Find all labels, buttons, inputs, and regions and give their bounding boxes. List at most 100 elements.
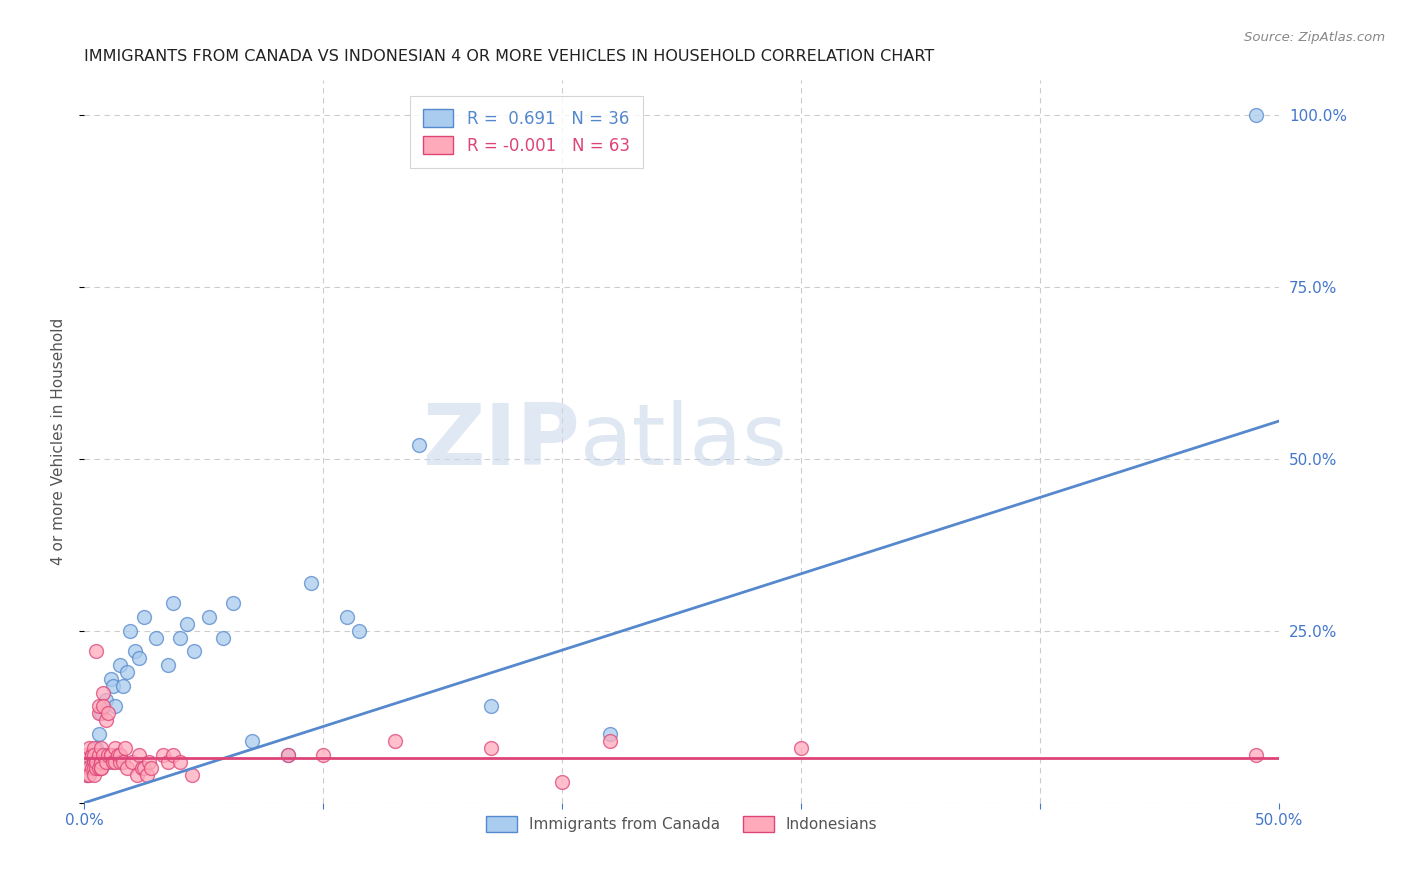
Point — [90, 706, 112, 721]
Point — [104, 740, 127, 755]
Point — [100, 672, 122, 686]
Point — [152, 747, 174, 762]
Point — [94, 713, 117, 727]
Text: ZIP: ZIP — [423, 400, 581, 483]
Point — [90, 755, 112, 769]
Point — [83, 768, 105, 782]
Point — [83, 761, 105, 775]
Point — [90, 761, 112, 775]
Point — [77, 740, 100, 755]
Point — [86, 755, 108, 769]
Point — [87, 761, 110, 775]
Point — [76, 768, 98, 782]
Point — [76, 768, 98, 782]
Point — [90, 761, 112, 775]
Text: atlas: atlas — [581, 400, 789, 483]
Point — [169, 631, 191, 645]
Point — [87, 706, 110, 721]
Point — [551, 775, 574, 789]
Point — [162, 747, 184, 762]
Point — [277, 747, 299, 762]
Y-axis label: 4 or more Vehicles in Household: 4 or more Vehicles in Household — [51, 318, 66, 566]
Point — [114, 740, 136, 755]
Point — [97, 706, 120, 721]
Point — [87, 727, 110, 741]
Point — [162, 596, 184, 610]
Point — [125, 768, 148, 782]
Point — [169, 755, 191, 769]
Point — [100, 747, 122, 762]
Point — [101, 679, 124, 693]
Point — [80, 761, 103, 775]
Legend: Immigrants from Canada, Indonesians: Immigrants from Canada, Indonesians — [481, 810, 883, 838]
Point — [599, 734, 621, 748]
Point — [131, 761, 153, 775]
Point — [301, 575, 323, 590]
Point — [93, 699, 115, 714]
Point — [111, 755, 134, 769]
Point — [100, 747, 122, 762]
Point — [157, 658, 180, 673]
Point — [101, 755, 124, 769]
Text: Source: ZipAtlas.com: Source: ZipAtlas.com — [1244, 31, 1385, 45]
Point — [277, 747, 299, 762]
Point — [121, 755, 143, 769]
Point — [479, 740, 502, 755]
Point — [145, 631, 167, 645]
Point — [97, 755, 120, 769]
Point — [157, 755, 180, 769]
Point — [80, 747, 103, 762]
Point — [111, 679, 134, 693]
Point — [83, 755, 105, 769]
Point — [479, 699, 502, 714]
Point — [212, 631, 235, 645]
Point — [790, 740, 813, 755]
Point — [86, 644, 108, 658]
Point — [117, 665, 139, 679]
Point — [110, 747, 132, 762]
Point — [118, 624, 141, 638]
Point — [77, 761, 100, 775]
Point — [197, 610, 219, 624]
Point — [80, 747, 103, 762]
Point — [132, 610, 156, 624]
Point — [107, 747, 129, 762]
Point — [110, 658, 132, 673]
Point — [93, 747, 115, 762]
Text: IMMIGRANTS FROM CANADA VS INDONESIAN 4 OR MORE VEHICLES IN HOUSEHOLD CORRELATION: IMMIGRANTS FROM CANADA VS INDONESIAN 4 O… — [84, 49, 935, 64]
Point — [128, 651, 150, 665]
Point — [87, 747, 110, 762]
Point — [349, 624, 371, 638]
Point — [90, 740, 112, 755]
Point — [83, 747, 105, 762]
Point — [181, 768, 204, 782]
Point — [138, 755, 160, 769]
Point — [86, 740, 108, 755]
Point — [110, 755, 132, 769]
Point — [77, 768, 100, 782]
Point — [221, 596, 243, 610]
Point — [240, 734, 263, 748]
Point — [83, 761, 105, 775]
Point — [183, 644, 205, 658]
Point — [97, 747, 120, 762]
Point — [94, 692, 117, 706]
Point — [117, 761, 139, 775]
Point — [124, 644, 146, 658]
Point — [135, 768, 157, 782]
Point — [87, 699, 110, 714]
Point — [80, 755, 103, 769]
Point — [408, 438, 430, 452]
Point — [104, 699, 127, 714]
Point — [76, 747, 98, 762]
Point — [336, 610, 359, 624]
Point — [1244, 747, 1267, 762]
Point — [132, 761, 156, 775]
Point — [312, 747, 335, 762]
Point — [83, 740, 105, 755]
Point — [599, 727, 621, 741]
Point — [141, 761, 163, 775]
Point — [93, 686, 115, 700]
Point — [128, 747, 150, 762]
Point — [86, 761, 108, 775]
